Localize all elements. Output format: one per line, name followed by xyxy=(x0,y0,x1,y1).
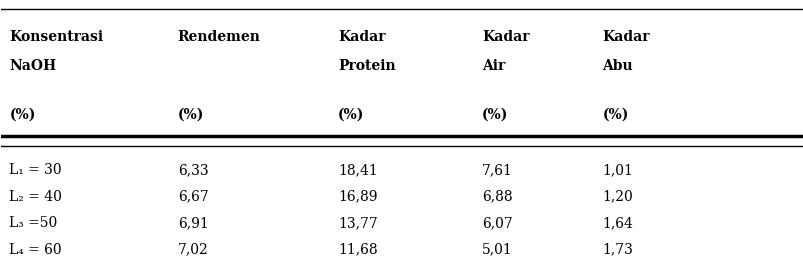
Text: NaOH: NaOH xyxy=(10,59,56,73)
Text: 1,01: 1,01 xyxy=(601,163,633,177)
Text: 6,07: 6,07 xyxy=(482,216,512,230)
Text: 11,68: 11,68 xyxy=(337,243,377,257)
Text: 6,91: 6,91 xyxy=(177,216,208,230)
Text: 7,61: 7,61 xyxy=(482,163,512,177)
Text: Kadar: Kadar xyxy=(601,30,649,44)
Text: (%): (%) xyxy=(10,108,35,122)
Text: L₄ = 60: L₄ = 60 xyxy=(10,243,62,257)
Text: 6,88: 6,88 xyxy=(482,190,512,204)
Text: (%): (%) xyxy=(337,108,364,122)
Text: 16,89: 16,89 xyxy=(337,190,377,204)
Text: 5,01: 5,01 xyxy=(482,243,512,257)
Text: 13,77: 13,77 xyxy=(337,216,377,230)
Text: L₁ = 30: L₁ = 30 xyxy=(10,163,62,177)
Text: L₂ = 40: L₂ = 40 xyxy=(10,190,62,204)
Text: Kadar: Kadar xyxy=(337,30,385,44)
Text: (%): (%) xyxy=(601,108,628,122)
Text: 1,64: 1,64 xyxy=(601,216,633,230)
Text: Protein: Protein xyxy=(337,59,395,73)
Text: (%): (%) xyxy=(482,108,507,122)
Text: L₃ =50: L₃ =50 xyxy=(10,216,58,230)
Text: Abu: Abu xyxy=(601,59,632,73)
Text: (%): (%) xyxy=(177,108,204,122)
Text: Air: Air xyxy=(482,59,505,73)
Text: 1,73: 1,73 xyxy=(601,243,633,257)
Text: 6,33: 6,33 xyxy=(177,163,208,177)
Text: Rendemen: Rendemen xyxy=(177,30,260,44)
Text: Konsentrasi: Konsentrasi xyxy=(10,30,104,44)
Text: 18,41: 18,41 xyxy=(337,163,377,177)
Text: 6,67: 6,67 xyxy=(177,190,208,204)
Text: Kadar: Kadar xyxy=(482,30,529,44)
Text: 1,20: 1,20 xyxy=(601,190,632,204)
Text: 7,02: 7,02 xyxy=(177,243,208,257)
